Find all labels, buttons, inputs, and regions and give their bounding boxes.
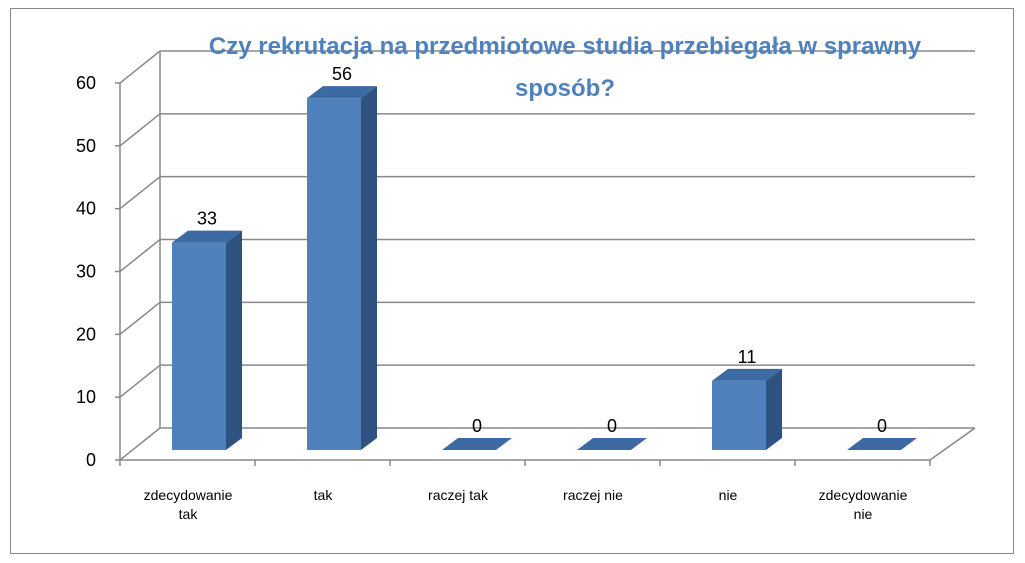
value-label: 0: [472, 416, 482, 436]
value-label: 11: [738, 347, 757, 367]
x-tick-label: zdecydowanie nie: [818, 487, 908, 522]
bar-front: [307, 98, 361, 450]
value-label: 0: [607, 416, 617, 436]
value-label: 0: [877, 416, 887, 436]
chart-border: [10, 8, 1014, 554]
bar-front: [172, 242, 226, 450]
bar-top: [307, 86, 377, 99]
chart-title: Czy rekrutacja na przedmiotowe studia pr…: [208, 33, 922, 102]
bar-top: [712, 368, 782, 381]
grid-line: [119, 238, 161, 273]
bar-top: [577, 438, 647, 450]
bar: [172, 230, 242, 450]
y-tick-label: 20: [76, 324, 96, 344]
value-label: 33: [197, 209, 217, 229]
grid-line: [119, 301, 161, 335]
bar: [847, 438, 917, 450]
grid-line: [119, 364, 161, 398]
bar-side: [361, 86, 377, 450]
bar-top: [172, 230, 242, 243]
bar: [712, 368, 782, 450]
bar: [307, 86, 377, 450]
y-tick-label: 10: [76, 387, 96, 407]
x-tick-label: raczej tak: [428, 487, 488, 503]
y-tick-label: 50: [76, 136, 96, 156]
x-tick-label: nie: [718, 487, 738, 503]
grid-line: [119, 50, 161, 84]
bar: [577, 438, 647, 450]
y-tick-label: 60: [76, 73, 96, 93]
grid-line: [119, 427, 161, 461]
bar-top: [847, 438, 917, 450]
bar-side: [226, 230, 242, 450]
y-tick-label: 30: [76, 262, 96, 282]
grid-line: [119, 113, 161, 147]
grid-line: [119, 176, 161, 210]
y-tick-label: 40: [76, 199, 96, 219]
y-tick-label: 0: [86, 450, 96, 470]
bar-side: [766, 368, 782, 450]
bar-front: [712, 380, 766, 450]
bar: [442, 438, 512, 450]
x-tick-label: tak: [313, 487, 333, 503]
x-tick-label: zdecydowanie tak: [143, 487, 233, 522]
x-tick-label: raczej nie: [563, 487, 623, 503]
value-label: 56: [332, 64, 352, 84]
floor-edge: [929, 427, 976, 461]
bar-top: [442, 438, 512, 450]
